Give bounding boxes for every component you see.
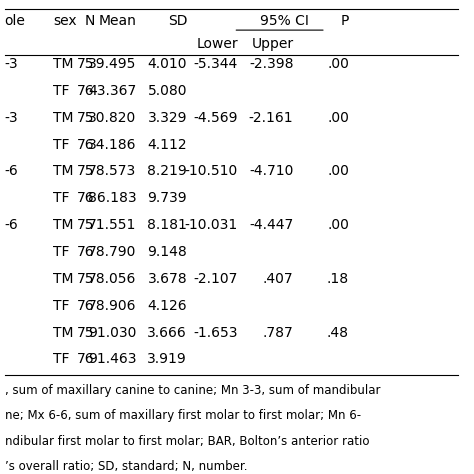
Text: ne; Mx 6-6, sum of maxillary first molar to first molar; Mn 6-: ne; Mx 6-6, sum of maxillary first molar… <box>5 410 361 422</box>
Text: 9.148: 9.148 <box>147 245 187 259</box>
Text: 8.181: 8.181 <box>147 218 187 232</box>
Text: 78.790: 78.790 <box>88 245 137 259</box>
Text: 4.112: 4.112 <box>147 137 187 152</box>
Text: 78.573: 78.573 <box>88 164 137 178</box>
Text: Upper: Upper <box>251 37 293 51</box>
Text: -4.447: -4.447 <box>249 218 293 232</box>
Text: .00: .00 <box>327 57 349 71</box>
Text: 71.551: 71.551 <box>88 218 137 232</box>
Text: 78.906: 78.906 <box>88 299 137 313</box>
Text: 9.739: 9.739 <box>147 191 187 205</box>
Text: 78.056: 78.056 <box>88 272 137 286</box>
Text: 95% CI: 95% CI <box>260 14 309 28</box>
Text: 76: 76 <box>77 137 95 152</box>
Text: 76: 76 <box>77 84 95 98</box>
Text: 76: 76 <box>77 299 95 313</box>
Text: P: P <box>340 14 349 28</box>
Text: 76: 76 <box>77 245 95 259</box>
Text: ole: ole <box>5 14 26 28</box>
Text: sex: sex <box>53 14 77 28</box>
Text: .48: .48 <box>327 326 349 340</box>
Text: 4.010: 4.010 <box>148 57 187 71</box>
Text: .787: .787 <box>263 326 293 340</box>
Text: 43.367: 43.367 <box>88 84 137 98</box>
Text: .00: .00 <box>327 218 349 232</box>
Text: TM: TM <box>53 326 73 340</box>
Text: TM: TM <box>53 272 73 286</box>
Text: -6: -6 <box>5 218 18 232</box>
Text: 76: 76 <box>77 191 95 205</box>
Text: TF: TF <box>53 84 70 98</box>
Text: -5.344: -5.344 <box>194 57 238 71</box>
Text: 39.495: 39.495 <box>88 57 137 71</box>
Text: 3.919: 3.919 <box>147 353 187 366</box>
Text: 91.463: 91.463 <box>88 353 137 366</box>
Text: -4.710: -4.710 <box>249 164 293 178</box>
Text: TF: TF <box>53 191 70 205</box>
Text: Lower: Lower <box>196 37 238 51</box>
Text: .407: .407 <box>263 272 293 286</box>
Text: Mean: Mean <box>99 14 137 28</box>
Text: 30.820: 30.820 <box>88 111 137 125</box>
Text: TF: TF <box>53 353 70 366</box>
Text: TM: TM <box>53 218 73 232</box>
Text: 4.126: 4.126 <box>147 299 187 313</box>
Text: 75: 75 <box>77 57 95 71</box>
Text: 75: 75 <box>77 272 95 286</box>
Text: -1.653: -1.653 <box>193 326 238 340</box>
Text: -2.398: -2.398 <box>249 57 293 71</box>
Text: .00: .00 <box>327 164 349 178</box>
Text: TF: TF <box>53 137 70 152</box>
Text: 75: 75 <box>77 164 95 178</box>
Text: ’s overall ratio; SD, standard; N, number.: ’s overall ratio; SD, standard; N, numbe… <box>5 460 247 474</box>
Text: SD: SD <box>168 14 187 28</box>
Text: -10.510: -10.510 <box>185 164 238 178</box>
Text: 3.329: 3.329 <box>148 111 187 125</box>
Text: , sum of maxillary canine to canine; Mn 3-3, sum of mandibular: , sum of maxillary canine to canine; Mn … <box>5 384 380 397</box>
Text: 75: 75 <box>77 218 95 232</box>
Text: -2.161: -2.161 <box>249 111 293 125</box>
Text: TM: TM <box>53 164 73 178</box>
Text: TM: TM <box>53 111 73 125</box>
Text: 91.030: 91.030 <box>88 326 137 340</box>
Text: -10.031: -10.031 <box>185 218 238 232</box>
Text: 76: 76 <box>77 353 95 366</box>
Text: -3: -3 <box>5 111 18 125</box>
Text: N: N <box>84 14 95 28</box>
Text: TM: TM <box>53 57 73 71</box>
Text: TF: TF <box>53 245 70 259</box>
Text: -3: -3 <box>5 57 18 71</box>
Text: 3.678: 3.678 <box>147 272 187 286</box>
Text: 75: 75 <box>77 111 95 125</box>
Text: TF: TF <box>53 299 70 313</box>
Text: 3.666: 3.666 <box>147 326 187 340</box>
Text: 5.080: 5.080 <box>148 84 187 98</box>
Text: .18: .18 <box>327 272 349 286</box>
Text: 34.186: 34.186 <box>88 137 137 152</box>
Text: 75: 75 <box>77 326 95 340</box>
Text: -6: -6 <box>5 164 18 178</box>
Text: -4.569: -4.569 <box>193 111 238 125</box>
Text: ndibular first molar to first molar; BAR, Bolton’s anterior ratio: ndibular first molar to first molar; BAR… <box>5 435 369 448</box>
Text: 8.219: 8.219 <box>147 164 187 178</box>
Text: .00: .00 <box>327 111 349 125</box>
Text: 86.183: 86.183 <box>88 191 137 205</box>
Text: -2.107: -2.107 <box>194 272 238 286</box>
